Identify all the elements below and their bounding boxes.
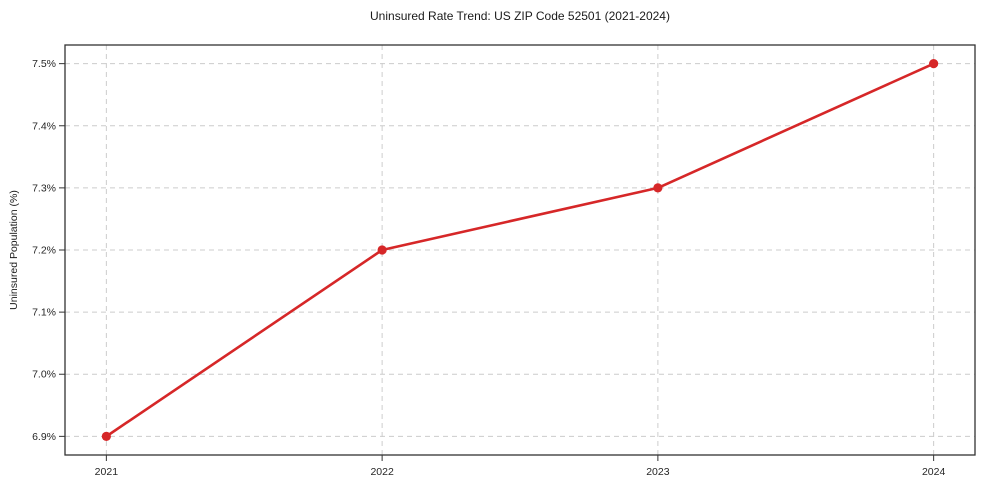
data-point-2024 — [929, 59, 939, 69]
y-tick-label: 7.2% — [32, 245, 56, 257]
data-point-2021 — [101, 431, 111, 441]
x-tick-label: 2021 — [95, 466, 119, 478]
y-tick-label: 7.3% — [32, 182, 56, 194]
data-point-2023 — [653, 183, 663, 193]
y-tick-label: 7.1% — [32, 307, 56, 319]
trend-line — [105, 62, 935, 438]
y-tick-label: 7.4% — [32, 120, 56, 132]
y-tick-label: 6.9% — [32, 431, 56, 443]
data-point-2022 — [377, 245, 387, 255]
y-tick-label: 7.0% — [32, 369, 56, 381]
chart-title: Uninsured Rate Trend: US ZIP Code 52501 … — [370, 9, 670, 23]
x-tick-label: 2022 — [370, 466, 394, 478]
y-tick-label: 7.5% — [32, 58, 56, 70]
x-tick-label: 2024 — [922, 466, 946, 478]
x-tick-label: 2023 — [646, 466, 670, 478]
